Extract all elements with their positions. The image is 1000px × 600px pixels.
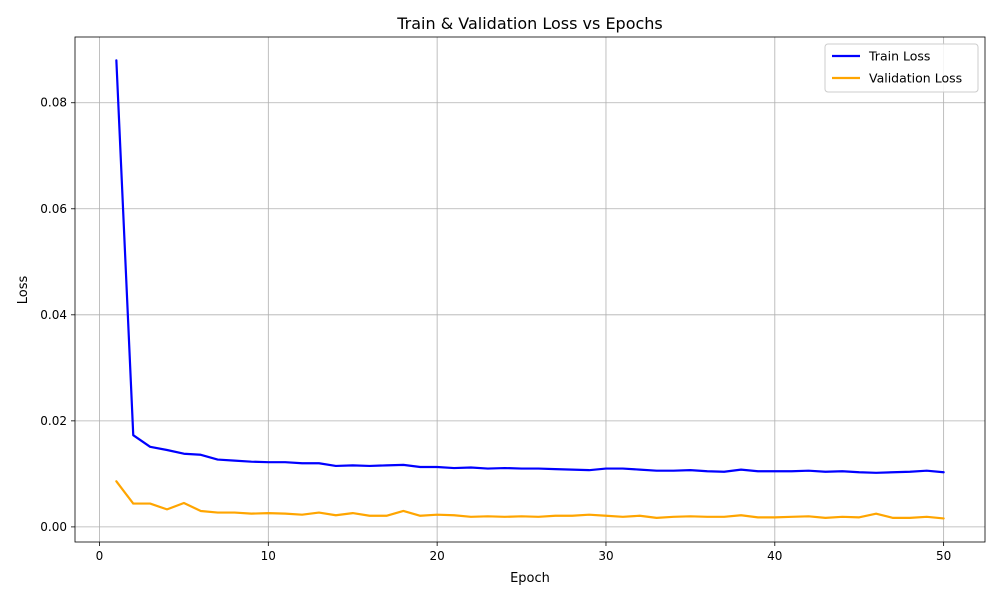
series-lines: [115, 59, 945, 520]
y-tick-label: 0.06: [40, 202, 67, 216]
y-tick-label: 0.04: [40, 308, 67, 322]
y-tick-label: 0.00: [40, 520, 67, 534]
y-tick-label: 0.02: [40, 414, 67, 428]
x-axis-label: Epoch: [510, 571, 550, 586]
y-axis-label: Loss: [16, 276, 31, 305]
series-line-train-loss: [115, 59, 945, 474]
x-tick-label: 30: [598, 549, 613, 563]
plot-frame: [74, 36, 986, 543]
x-axis-ticks: 0 10 20 30 40 50: [96, 542, 951, 563]
legend: Train Loss Validation Loss: [824, 43, 979, 93]
chart-title: Train & Validation Loss vs Epochs: [396, 14, 663, 33]
x-tick-label: 20: [430, 549, 445, 563]
legend-label-validation-loss: Validation Loss: [869, 71, 962, 86]
y-tick-label: 0.08: [40, 96, 67, 110]
x-tick-label: 10: [261, 549, 276, 563]
x-tick-label: 0: [96, 549, 104, 563]
x-tick-label: 40: [767, 549, 782, 563]
grid-lines: [75, 37, 985, 542]
legend-box: [824, 43, 979, 93]
x-tick-label: 50: [936, 549, 951, 563]
y-axis-ticks: 0.00 0.02 0.04 0.06 0.08: [40, 96, 75, 534]
legend-label-train-loss: Train Loss: [868, 49, 930, 64]
series-line-validation-loss: [115, 480, 945, 520]
